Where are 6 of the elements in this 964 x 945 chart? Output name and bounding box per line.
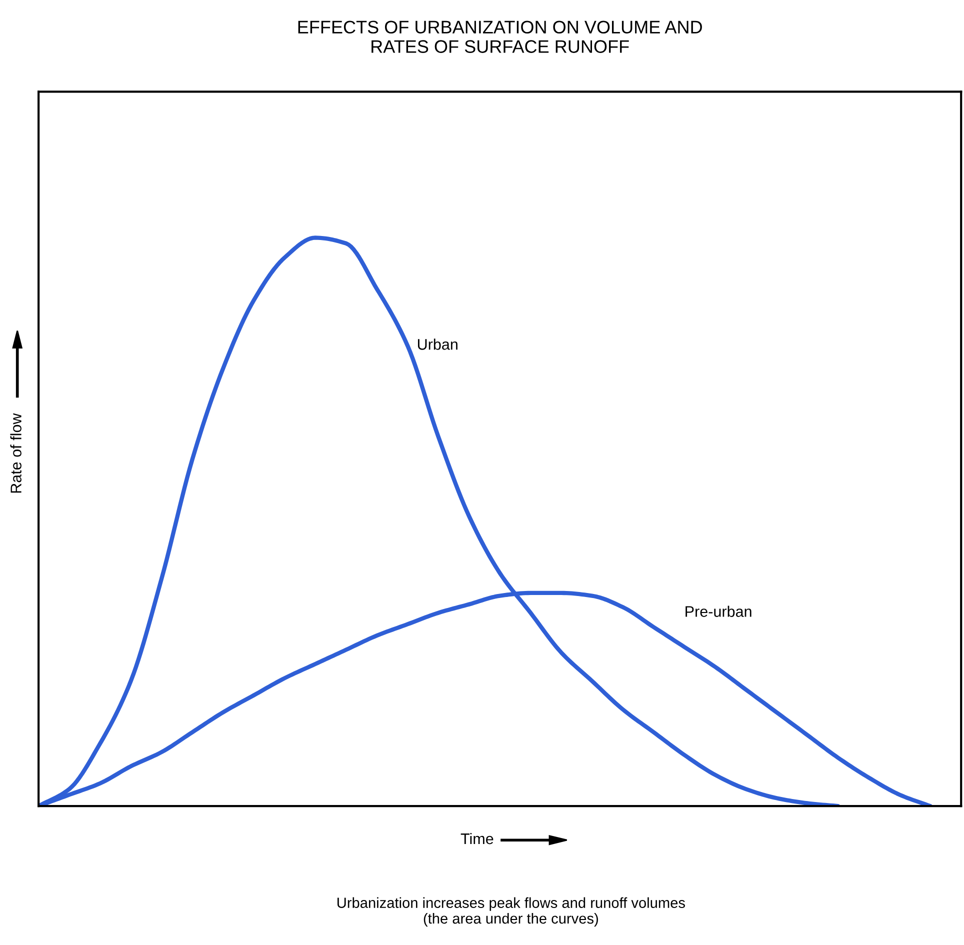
series-label: Pre-urban	[686, 606, 752, 617]
y-axis-title: Rate of flow	[10, 413, 22, 493]
x-axis-title: Time	[460, 832, 494, 844]
series-label: Urban	[418, 338, 458, 350]
text: Urbanization increases peak flows and runoff volumes (the area under the curves)	[338, 897, 685, 927]
chart-title: EFFECTS OF URBANIZATION ON VOLUME AND RATES OF SURFACE RUNOFF	[298, 20, 702, 53]
